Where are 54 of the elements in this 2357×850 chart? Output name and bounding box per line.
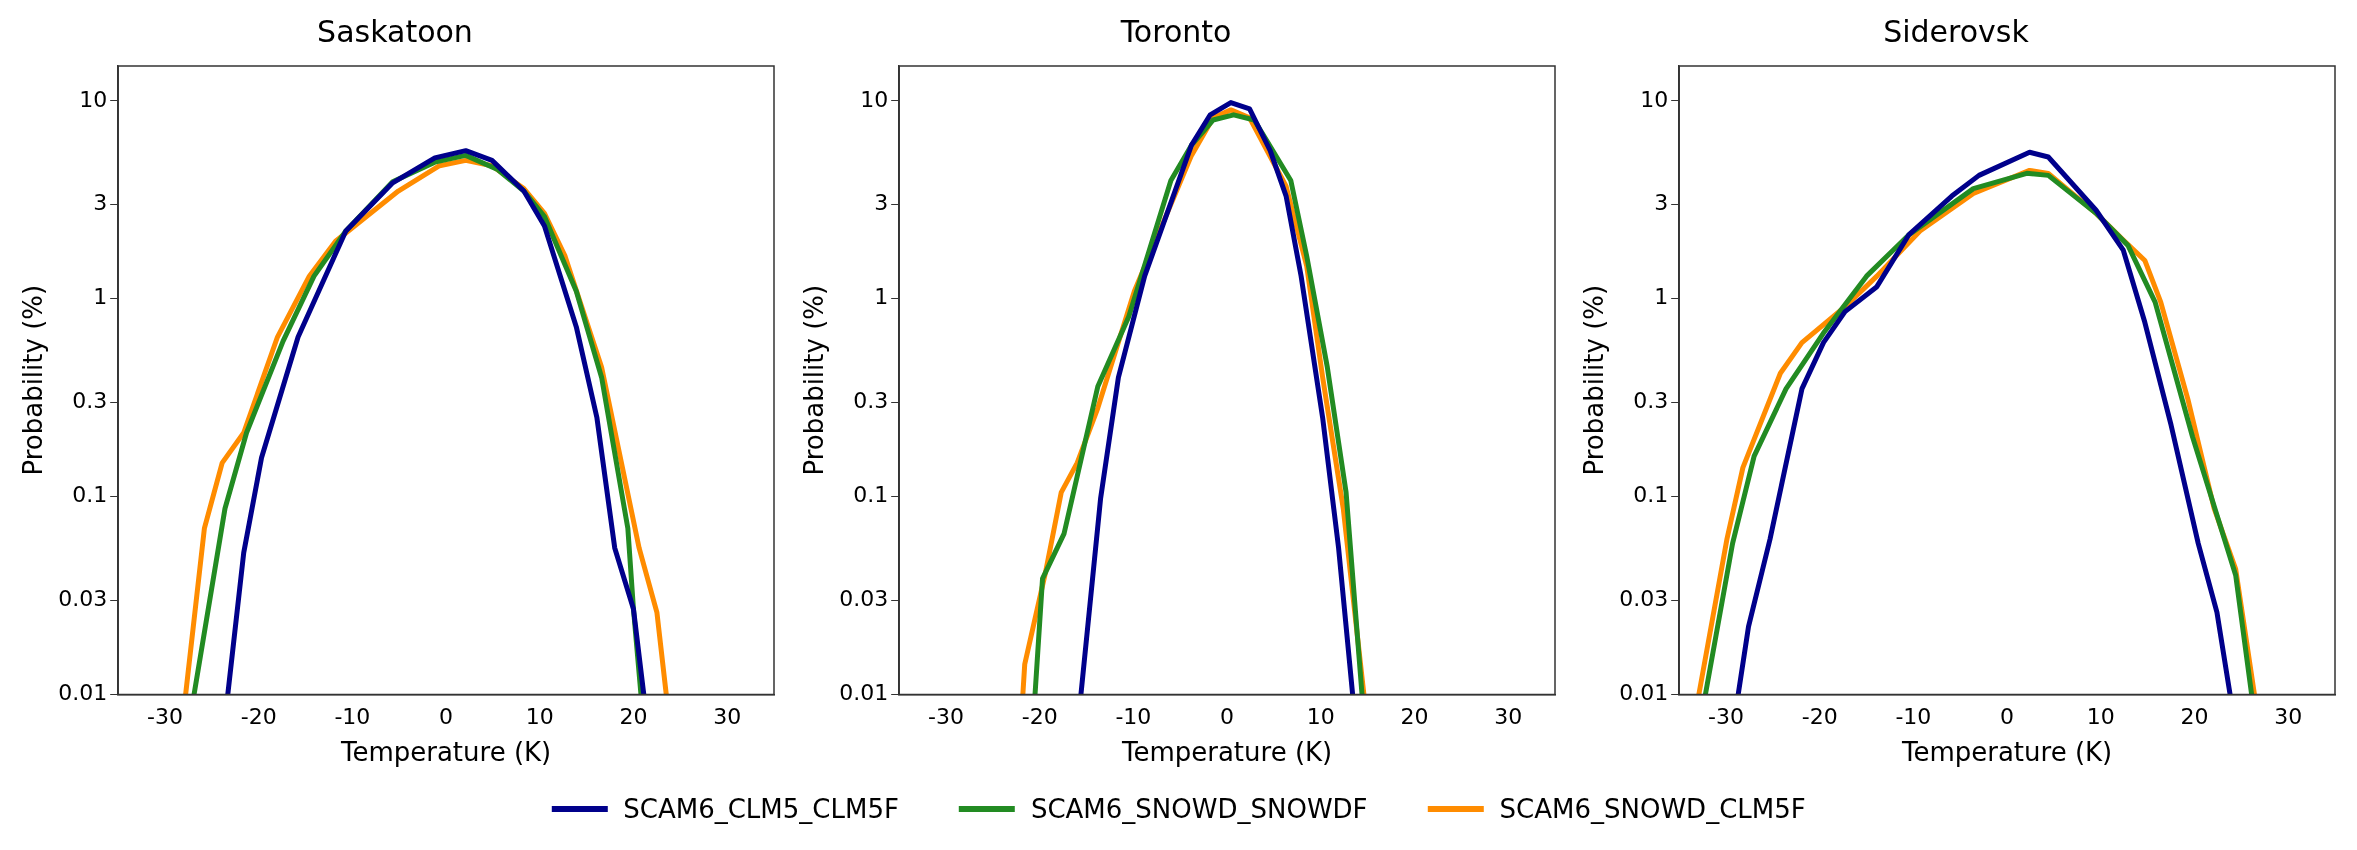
x-tick-label: 30 bbox=[1493, 704, 1522, 730]
y-axis-title: Probability (%) bbox=[18, 284, 49, 476]
x-axis-title: Temperature (K) bbox=[339, 737, 552, 768]
y-tick-label: 0.1 bbox=[72, 482, 108, 508]
x-tick-label: 20 bbox=[1399, 704, 1428, 730]
y-tick-label: 0.01 bbox=[838, 680, 888, 706]
x-tick-label: 20 bbox=[619, 704, 648, 730]
y-tick-label: 0.1 bbox=[1633, 482, 1669, 508]
legend-label: SCAM6_SNOWD_CLM5F bbox=[1499, 794, 1806, 824]
x-tick-label: 10 bbox=[2086, 704, 2115, 730]
y-tick-label: 0.03 bbox=[1619, 585, 1669, 611]
x-tick-label: -30 bbox=[1708, 704, 1744, 730]
y-tick-label: 1 bbox=[93, 284, 108, 310]
x-tick-label: -30 bbox=[147, 704, 183, 730]
y-tick-label: 10 bbox=[859, 86, 888, 112]
chart-title: Toronto bbox=[1119, 13, 1231, 49]
y-tick-label: 10 bbox=[1640, 86, 1669, 112]
y-tick-label: 0.01 bbox=[58, 680, 108, 706]
y-tick-label: 0.1 bbox=[852, 482, 888, 508]
y-tick-label: 3 bbox=[873, 190, 888, 216]
x-tick-label: 0 bbox=[439, 704, 454, 730]
legend-label: SCAM6_SNOWD_SNOWDF bbox=[1030, 794, 1368, 824]
chart-title: Saskatoon bbox=[317, 13, 473, 49]
y-tick-label: 0.03 bbox=[58, 585, 108, 611]
x-tick-label: -10 bbox=[1895, 704, 1932, 730]
x-tick-label: 20 bbox=[2180, 704, 2209, 730]
y-tick-label: 1 bbox=[873, 284, 888, 310]
x-axis-title: Temperature (K) bbox=[1120, 737, 1332, 768]
x-tick-label: -10 bbox=[334, 704, 371, 730]
x-tick-label: -20 bbox=[240, 704, 277, 730]
y-axis-title: Probability (%) bbox=[1579, 284, 1610, 476]
x-tick-label: -20 bbox=[1021, 704, 1058, 730]
x-axis-title: Temperature (K) bbox=[1900, 737, 2113, 768]
x-tick-label: -30 bbox=[927, 704, 964, 730]
x-tick-label: 10 bbox=[1306, 704, 1335, 730]
x-tick-label: 0 bbox=[2000, 704, 2015, 730]
y-tick-label: 3 bbox=[1654, 190, 1669, 216]
y-tick-label: 0.01 bbox=[1619, 680, 1669, 706]
y-axis-title: Probability (%) bbox=[798, 284, 829, 476]
x-tick-label: -20 bbox=[1801, 704, 1838, 730]
y-tick-label: 1 bbox=[1654, 284, 1669, 310]
x-tick-label: -10 bbox=[1114, 704, 1151, 730]
y-tick-label: 3 bbox=[93, 190, 108, 216]
x-tick-label: 10 bbox=[525, 704, 554, 730]
x-tick-label: 30 bbox=[713, 704, 742, 730]
legend-label: SCAM6_CLM5_CLM5F bbox=[623, 794, 899, 824]
y-tick-label: 10 bbox=[79, 86, 108, 112]
y-tick-label: 0.3 bbox=[72, 387, 108, 413]
x-tick-label: 0 bbox=[1219, 704, 1234, 730]
y-tick-label: 0.03 bbox=[838, 585, 888, 611]
y-tick-label: 0.3 bbox=[852, 387, 888, 413]
y-tick-label: 0.3 bbox=[1633, 387, 1669, 413]
x-tick-label: 30 bbox=[2274, 704, 2303, 730]
chart-title: Siderovsk bbox=[1883, 13, 2030, 49]
